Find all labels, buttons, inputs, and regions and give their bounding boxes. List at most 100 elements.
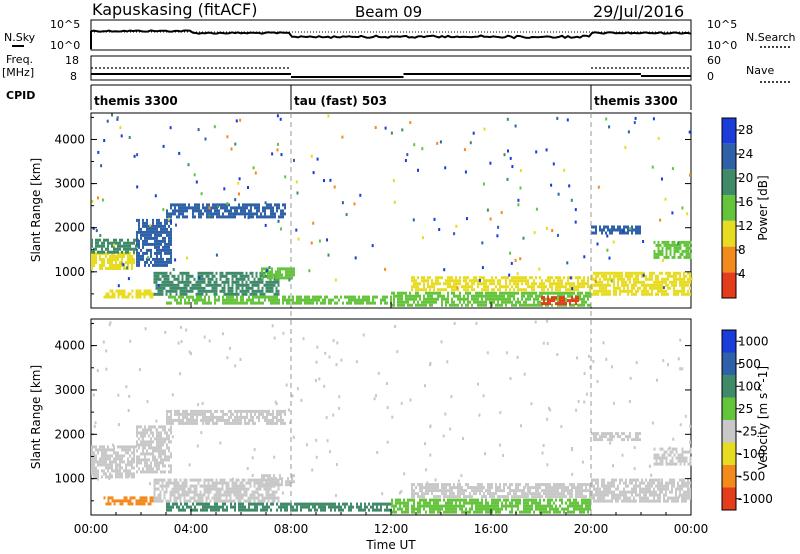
heatmap-cell [284,298,286,302]
heatmap-cell [419,489,421,493]
heatmap-cell [196,418,198,422]
heatmap-cell [431,279,433,283]
heatmap-cell [198,203,200,207]
heatmap-cell [659,481,661,485]
heatmap-cell [657,286,659,290]
heatmap-cell [93,466,95,470]
heatmap-cell [573,285,575,289]
heatmap-cell [236,409,238,413]
heatmap-cell [633,490,635,494]
heatmap-cell [163,484,166,488]
heatmap-cell [625,496,627,500]
heatmap-cell [603,292,605,296]
heatmap-cell [261,481,264,485]
heatmap-cell [171,289,174,293]
heatmap-cell [175,490,178,494]
heatmap-cell [493,495,495,499]
heatmap-cell [411,504,413,508]
heatmap-cell [146,248,148,252]
heatmap-cell [193,484,196,488]
heatmap-cell [115,475,117,479]
heatmap-cell [372,298,374,302]
heatmap-cell [270,209,272,213]
heatmap-cell [637,274,639,278]
heatmap-cell [445,507,447,511]
heatmap-cell [641,487,643,491]
heatmap-cell [199,484,202,488]
heatmap-cell [152,218,154,222]
heatmap-cell [208,298,210,302]
heatmap-cell [127,448,129,452]
heatmap-cell [493,291,495,295]
heatmap-cell [431,504,433,508]
heatmap-cell [437,297,439,301]
heatmap-cell [109,448,111,452]
heatmap-cell [617,499,619,503]
heatmap-cell [328,301,330,305]
heatmap-cell [453,294,455,298]
heatmap-cell [437,294,439,298]
heatmap-cell [607,484,609,488]
heatmap-cell [103,460,105,464]
heatmap-cell [139,292,142,296]
heatmap-cell [663,487,665,491]
heatmap-cell [99,250,101,254]
heatmap-cell [391,510,393,514]
heatmap-cell [156,458,158,462]
heatmap-cell [184,301,186,305]
heatmap-cell [136,248,138,252]
heatmap-cell [210,415,212,419]
heatmap-cell [212,508,214,512]
heatmap-cell [204,508,206,512]
heatmap-cell [573,483,575,487]
heatmap-cell [133,261,135,264]
heatmap-cell [581,501,583,505]
heatmap-cell [261,292,264,296]
heatmap-cell [356,502,358,506]
heatmap-cell [609,292,611,296]
heatmap-cell [101,457,103,461]
heatmap-cell [541,504,543,508]
heatmap-cell [338,502,340,506]
heatmap-cell [115,466,117,470]
heatmap-cell [137,292,140,296]
heatmap-cell [449,498,451,502]
heatmap-cell [589,498,591,502]
heatmap-cell [687,289,689,293]
heatmap-cell [296,502,298,506]
heatmap-cell [275,289,278,293]
heatmap-cell [645,496,647,500]
heatmap-cell [253,499,256,503]
heatmap-cell [326,238,328,242]
heatmap-cell [495,504,497,508]
heatmap-cell [268,421,270,425]
heatmap-cell [585,483,587,487]
heatmap-cell [184,508,186,512]
heatmap-cell [215,487,218,491]
heatmap-cell [483,507,485,511]
heatmap-cell [625,283,627,287]
heatmap-cell [238,409,240,413]
heatmap-cell [173,283,176,287]
heatmap-cell [645,286,647,290]
heatmap-cell [507,291,509,295]
heatmap-cell [393,504,395,508]
heatmap-cell [433,501,435,505]
heatmap-cell [641,289,643,293]
heatmap-cell [279,276,281,280]
heatmap-cell [99,238,101,242]
heatmap-cell [531,501,533,505]
heatmap-cell [229,487,232,491]
heatmap-cell [239,118,242,122]
heatmap-cell [653,487,655,491]
heatmap-cell [399,501,401,505]
heatmap-cell [599,496,601,500]
heatmap-cell [597,185,600,189]
heatmap-cell [156,245,158,249]
heatmap-cell [567,510,569,514]
heatmap-cell [467,297,469,301]
heatmap-cell [113,502,116,506]
heatmap-cell [483,127,486,131]
heatmap-cell [274,421,276,425]
heatmap-cell [150,428,152,432]
